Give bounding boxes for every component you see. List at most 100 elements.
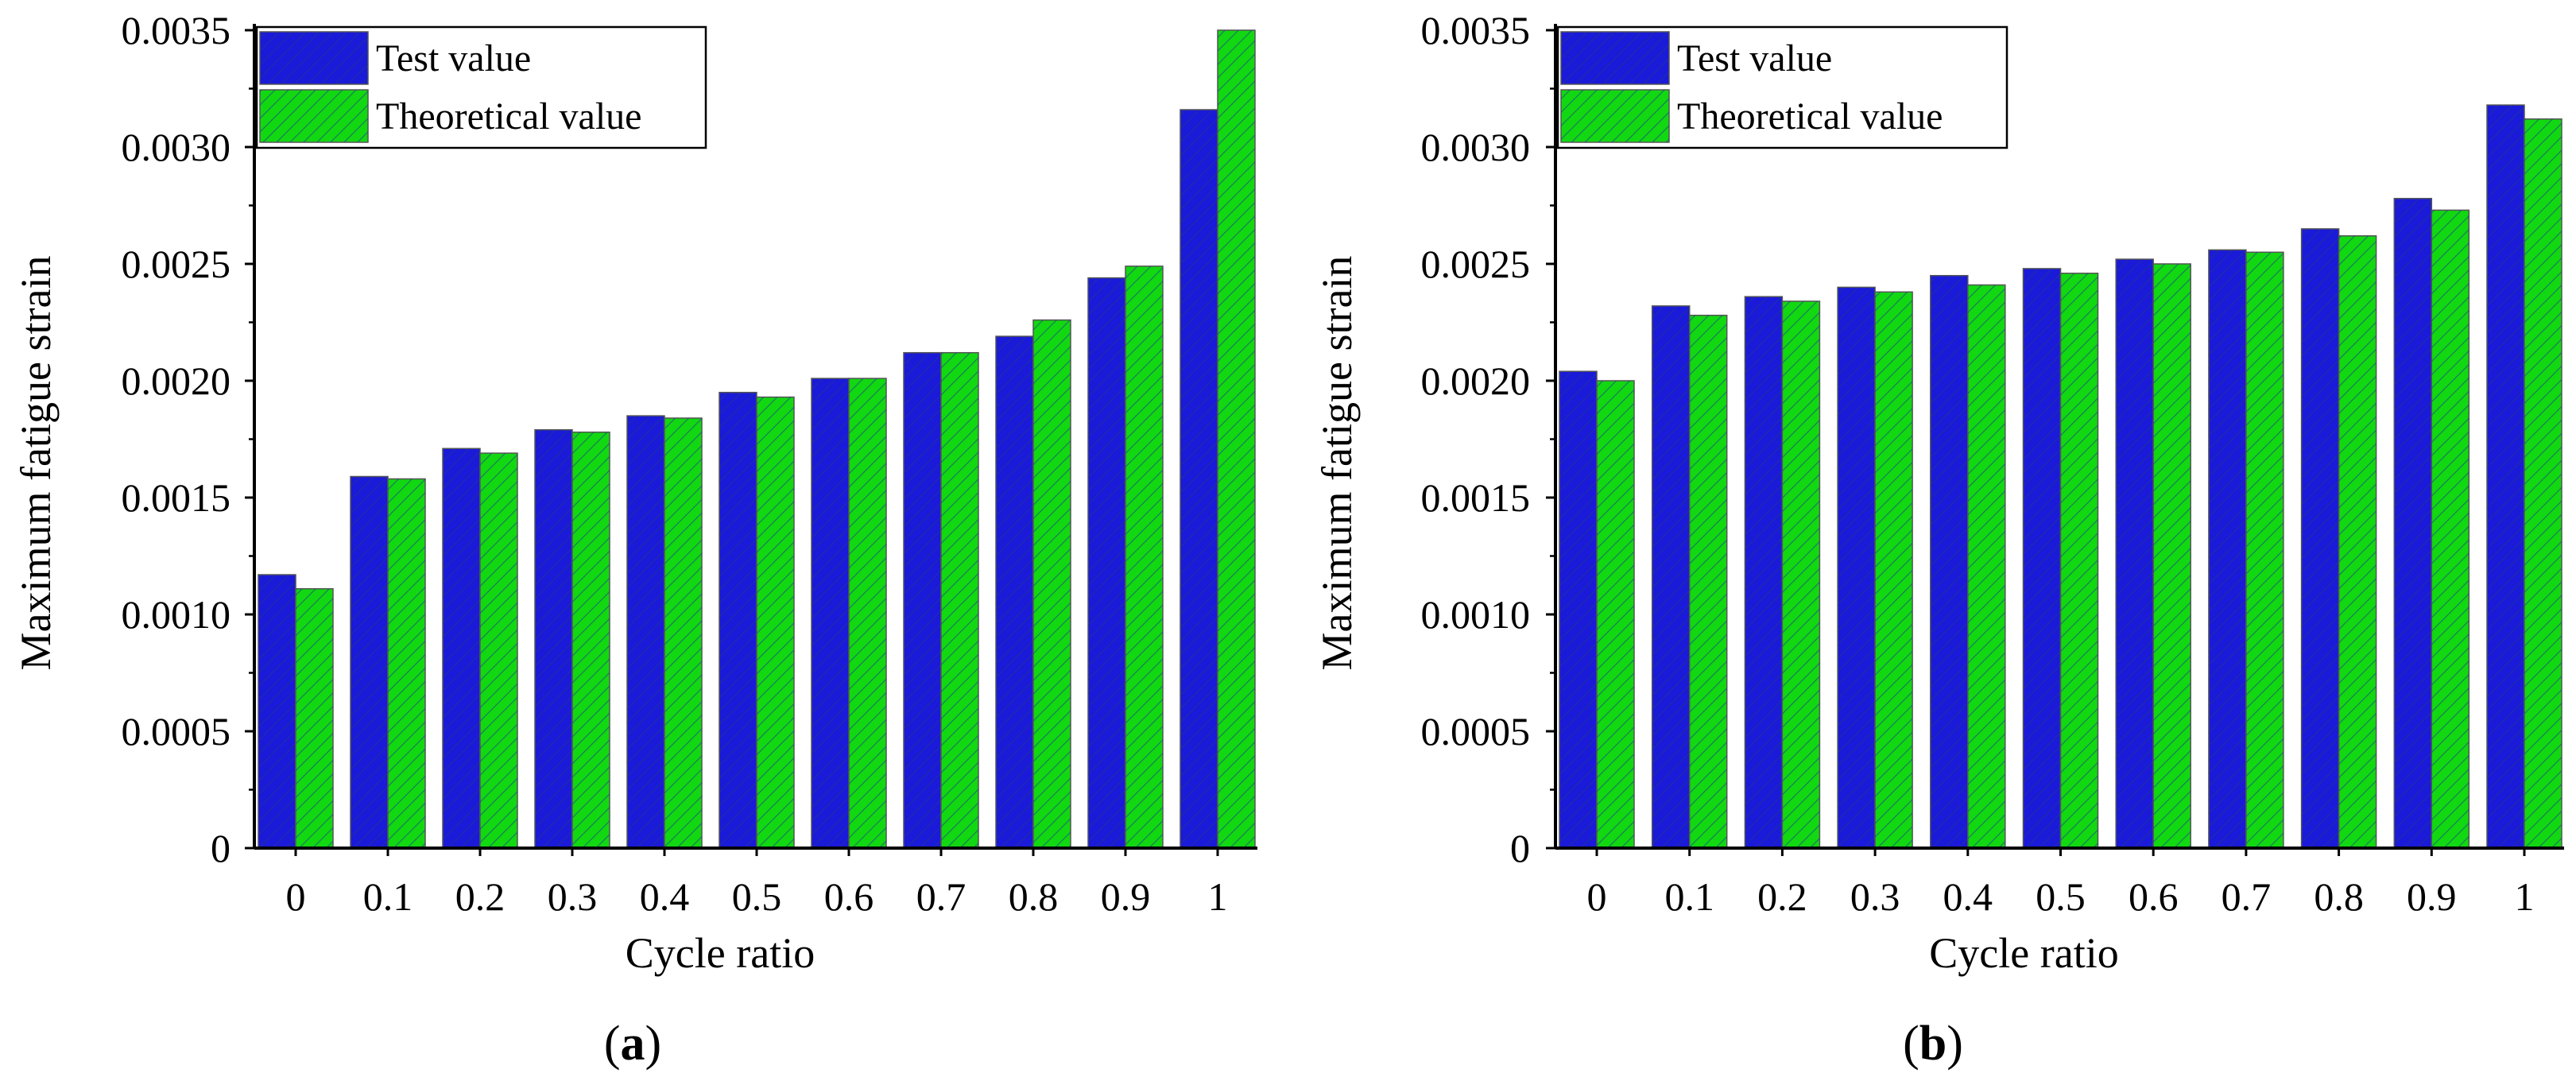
bar-test-value-10-hatch [1180,110,1218,848]
bar-test-value-2-hatch [443,448,480,848]
y-tick-label: 0.0010 [1421,592,1531,637]
x-tick-label: 0.5 [732,874,782,919]
bar-theoretical-value-3-hatch [1875,292,1913,848]
bar-theoretical-value-0-hatch [296,588,333,848]
bar-theoretical-value-6-hatch [849,378,886,849]
bar-theoretical-value-10-hatch [2524,118,2562,848]
bar-theoretical-value-4-hatch [1967,285,2005,848]
bar-theoretical-value-3-hatch [572,432,610,848]
y-tick-label: 0.0025 [122,242,231,286]
x-tick-label: 0.5 [2036,874,2086,919]
bar-test-value-1-hatch [1652,305,1690,848]
legend-swatch-hatch-1 [260,90,368,142]
bar-theoretical-value-9-hatch [1125,265,1163,848]
bar-test-value-0-hatch [258,575,296,848]
bar-test-value-5-hatch [719,392,757,848]
bar-theoretical-value-0-hatch [1597,381,1634,848]
y-axis-title: Maximum fatigue strain [12,256,60,671]
bar-test-value-2-hatch [1745,296,1783,848]
bar-theoretical-value-6-hatch [2153,264,2191,848]
x-tick-label: 0.4 [1943,874,1993,919]
x-tick-label: 0.9 [2407,874,2457,919]
legend-swatch-hatch-0 [1561,32,1669,84]
y-tick-label: 0.0025 [1421,242,1531,286]
x-tick-label: 0.1 [363,874,413,919]
panel-label: (b) [1903,1017,1963,1071]
bar-test-value-0-hatch [1559,371,1597,848]
x-tick-label: 0.9 [1101,874,1151,919]
bar-theoretical-value-1-hatch [1689,315,1727,848]
x-tick-label: 0.3 [1850,874,1900,919]
x-tick-label: 0 [286,874,306,919]
legend-label-0: Test value [376,37,531,79]
bar-theoretical-value-4-hatch [664,418,702,848]
bar-theoretical-value-8-hatch [1033,320,1071,849]
x-tick-label: 1 [2515,874,2535,919]
bar-theoretical-value-5-hatch [757,397,794,849]
bar-theoretical-value-7-hatch [941,352,978,848]
x-tick-label: 0.7 [916,874,966,919]
x-tick-label: 0.8 [2314,874,2364,919]
bar-theoretical-value-1-hatch [388,479,425,848]
x-tick-label: 0.1 [1664,874,1714,919]
y-tick-label: 0 [1510,826,1530,870]
y-tick-label: 0.0005 [1421,709,1531,754]
bars [1559,104,2562,849]
legend-label-1: Theoretical value [376,95,641,138]
x-tick-label: 0.2 [455,874,506,919]
legend-label-1: Theoretical value [1677,95,1943,138]
y-tick-label: 0.0035 [1421,8,1531,52]
x-tick-label: 0.4 [640,874,690,919]
panel-label: (a) [604,1017,661,1071]
x-axis-title: Cycle ratio [626,929,815,977]
y-tick-label: 0.0030 [122,125,231,169]
x-tick-label: 0.7 [2222,874,2272,919]
bar-test-value-10-hatch [2487,105,2524,849]
x-tick-label: 0.8 [1009,874,1059,919]
y-tick-label: 0.0015 [1421,475,1531,520]
y-tick-label: 0.0035 [122,8,231,52]
bar-test-value-7-hatch [2208,250,2246,848]
bar-theoretical-value-2-hatch [480,453,517,848]
bar-test-value-6-hatch [2116,259,2154,849]
legend-swatch-hatch-0 [260,32,368,84]
y-tick-label: 0.0010 [122,592,231,637]
bar-theoretical-value-7-hatch [2245,252,2284,848]
bar-test-value-3-hatch [535,429,572,848]
x-tick-label: 0.6 [824,874,874,919]
bar-test-value-8-hatch [2301,228,2339,848]
bar-theoretical-value-10-hatch [1218,30,1255,848]
bar-theoretical-value-2-hatch [1782,301,1820,848]
x-tick-label: 0.6 [2129,874,2179,919]
x-axis-title: Cycle ratio [1929,929,2118,977]
y-tick-label: 0.0020 [1421,358,1531,403]
bar-test-value-9-hatch [1088,277,1125,849]
bar-test-value-8-hatch [996,336,1033,849]
legend-label-0: Test value [1677,37,1832,79]
y-tick-label: 0.0015 [122,475,231,520]
y-tick-label: 0 [211,826,230,870]
bar-test-value-4-hatch [627,416,664,848]
bar-theoretical-value-5-hatch [2060,273,2098,848]
chart-panel-b: 0 0.0005 0.0010 0.0015 0.0020 0.0025 0.0030 0.0… [1313,8,2564,1071]
y-tick-label: 0.0030 [1421,125,1531,169]
bar-theoretical-value-8-hatch [2338,235,2377,848]
bar-test-value-4-hatch [1930,275,1968,848]
bar-test-value-7-hatch [904,352,941,848]
y-tick-label: 0.0020 [122,358,231,403]
legend-swatch-hatch-1 [1561,90,1669,142]
bar-test-value-9-hatch [2394,198,2432,848]
x-tick-label: 0.2 [1757,874,1807,919]
bar-test-value-3-hatch [1838,287,1876,848]
bar-theoretical-value-9-hatch [2431,210,2469,848]
chart-panel-a: 0 0.0005 0.0010 0.0015 0.0020 0.0025 0.0030 0.0… [12,8,1257,1071]
bar-test-value-5-hatch [2023,268,2061,848]
x-tick-label: 1 [1208,874,1228,919]
bar-test-value-6-hatch [812,378,849,849]
y-axis-title: Maximum fatigue strain [1313,256,1361,671]
legend: Test value Theoretical value [1556,25,2009,149]
legend: Test value Theoretical value [255,25,707,149]
y-tick-label: 0.0005 [122,709,231,754]
x-tick-label: 0 [1587,874,1607,919]
